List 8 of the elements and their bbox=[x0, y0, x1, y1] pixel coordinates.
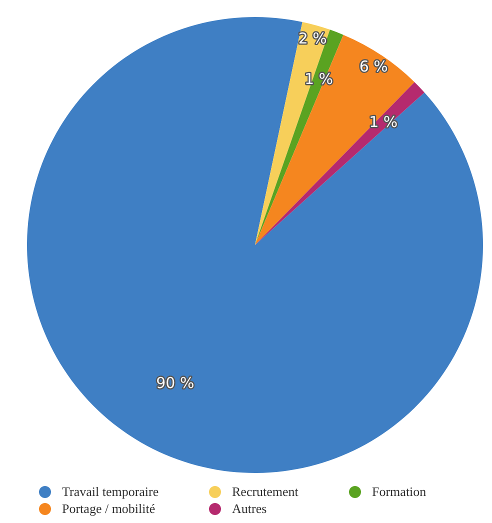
legend-label: Formation bbox=[372, 484, 426, 500]
legend-label: Autres bbox=[232, 500, 267, 516]
data-label: 90 % bbox=[156, 374, 194, 392]
data-label: 6 % bbox=[359, 57, 388, 76]
data-label: 2 % bbox=[298, 30, 327, 48]
legend-label: Travail temporaire bbox=[62, 484, 159, 500]
legend-label: Recrutement bbox=[232, 484, 298, 500]
legend-label: Portage / mobilité bbox=[62, 500, 156, 516]
